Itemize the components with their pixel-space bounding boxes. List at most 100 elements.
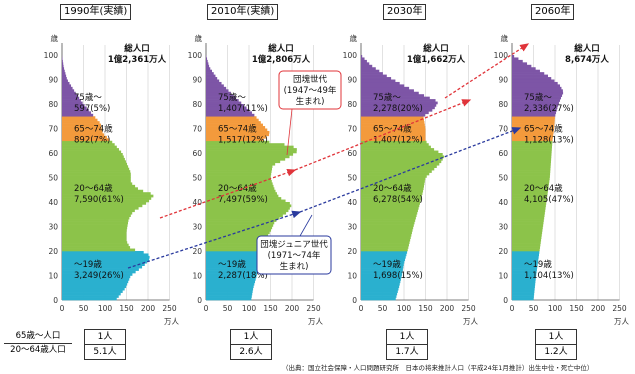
ratio-label-numerator: 65歳～人口 bbox=[4, 330, 72, 344]
age-bar bbox=[206, 143, 285, 146]
age-bar bbox=[62, 123, 101, 127]
age-bar bbox=[512, 162, 551, 166]
dankai-junior-callout-text: 生まれ) bbox=[280, 261, 309, 272]
age-bar bbox=[62, 233, 127, 237]
y-tick-label: 60 bbox=[498, 149, 508, 158]
age-bar bbox=[206, 238, 265, 242]
age-bar bbox=[206, 206, 290, 210]
age-bar bbox=[206, 263, 259, 266]
age-bar bbox=[512, 69, 540, 73]
group-label: ～19歳 bbox=[524, 259, 552, 270]
group-value: 6,278(54%) bbox=[373, 195, 423, 205]
age-bar bbox=[206, 89, 229, 93]
age-bar bbox=[512, 84, 561, 88]
age-bar bbox=[206, 189, 276, 193]
age-bar bbox=[62, 133, 105, 137]
age-bar bbox=[62, 84, 72, 88]
age-bar bbox=[512, 275, 536, 279]
age-bar bbox=[361, 275, 402, 279]
age-bar bbox=[361, 228, 413, 232]
age-bar bbox=[361, 118, 424, 122]
total-value: 1億2,361万人 bbox=[108, 54, 167, 65]
age-bar bbox=[206, 72, 214, 75]
dankai-callout-box bbox=[278, 70, 342, 110]
y-tick-label: 90 bbox=[498, 76, 508, 85]
age-bar bbox=[206, 282, 255, 286]
age-bar bbox=[206, 123, 263, 127]
age-bar bbox=[512, 150, 552, 154]
group-label: 20～64歳 bbox=[218, 183, 257, 194]
age-bar bbox=[361, 126, 426, 129]
age-bar bbox=[206, 79, 220, 83]
total-label: 総人口 bbox=[423, 43, 449, 54]
age-bar bbox=[361, 91, 419, 95]
x-tick-label: 200 bbox=[285, 304, 300, 313]
age-bar bbox=[512, 243, 541, 247]
age-bar bbox=[512, 238, 542, 242]
age-bar bbox=[62, 275, 131, 279]
age-bar bbox=[512, 253, 540, 257]
group-label: 75歳～ bbox=[74, 92, 102, 103]
age-bar bbox=[206, 91, 231, 95]
age-bar bbox=[361, 121, 425, 124]
y-tick-label: 20 bbox=[498, 247, 508, 256]
age-bar bbox=[361, 187, 424, 191]
age-bar bbox=[62, 295, 119, 298]
age-bar bbox=[361, 199, 421, 203]
age-bar bbox=[62, 94, 78, 97]
y-tick-label: 30 bbox=[192, 223, 202, 232]
age-bar bbox=[206, 202, 290, 205]
x-tick-label: 250 bbox=[461, 304, 476, 313]
group-label: 65～74歳 bbox=[373, 124, 412, 135]
age-bar bbox=[512, 172, 551, 176]
x-axis-unit: 万人 bbox=[463, 317, 478, 326]
age-bar bbox=[62, 138, 110, 142]
age-bar bbox=[512, 216, 545, 220]
age-bar bbox=[361, 184, 424, 188]
age-bar bbox=[512, 219, 544, 222]
x-tick-label: 250 bbox=[306, 304, 321, 313]
age-bar bbox=[512, 135, 553, 139]
group-value: 7,497(59%) bbox=[218, 195, 268, 205]
age-bar bbox=[361, 243, 409, 247]
age-bar bbox=[62, 111, 92, 115]
age-bar bbox=[361, 206, 419, 210]
age-bar bbox=[361, 172, 430, 176]
age-bar bbox=[62, 260, 147, 264]
age-bar bbox=[512, 108, 557, 112]
age-bar bbox=[62, 116, 96, 119]
age-bar bbox=[206, 118, 259, 122]
age-bar bbox=[62, 155, 124, 159]
age-bar bbox=[361, 162, 440, 166]
age-bar bbox=[206, 255, 260, 259]
age-bar bbox=[361, 57, 365, 61]
age-bar bbox=[62, 209, 135, 213]
age-bar bbox=[62, 211, 133, 215]
y-tick-label: 100 bbox=[343, 51, 358, 60]
panel-year-header: 2030年 bbox=[383, 4, 427, 20]
age-bar bbox=[361, 246, 409, 249]
age-bar bbox=[512, 111, 557, 115]
age-bar bbox=[361, 89, 414, 93]
age-bar bbox=[206, 138, 264, 142]
age-bar bbox=[206, 226, 273, 230]
x-tick-label: 50 bbox=[79, 304, 89, 313]
age-bar bbox=[62, 255, 150, 259]
age-bar bbox=[206, 148, 297, 151]
y-tick-label: 60 bbox=[48, 149, 58, 158]
y-axis-unit: 歳 bbox=[501, 33, 509, 43]
age-bar bbox=[361, 153, 443, 156]
age-bar bbox=[512, 118, 555, 122]
ratio-numerator: 1人 bbox=[536, 330, 576, 345]
age-bar bbox=[206, 184, 274, 188]
age-bar bbox=[512, 263, 538, 266]
ratio-denominator: 2.6人 bbox=[239, 347, 263, 357]
y-axis-unit: 歳 bbox=[195, 33, 203, 43]
age-bar bbox=[512, 126, 555, 129]
age-bar bbox=[512, 287, 535, 291]
age-bar bbox=[62, 214, 131, 217]
age-bar bbox=[62, 270, 136, 274]
age-bar bbox=[361, 268, 403, 271]
age-bar bbox=[361, 258, 406, 262]
age-bar bbox=[361, 130, 426, 134]
